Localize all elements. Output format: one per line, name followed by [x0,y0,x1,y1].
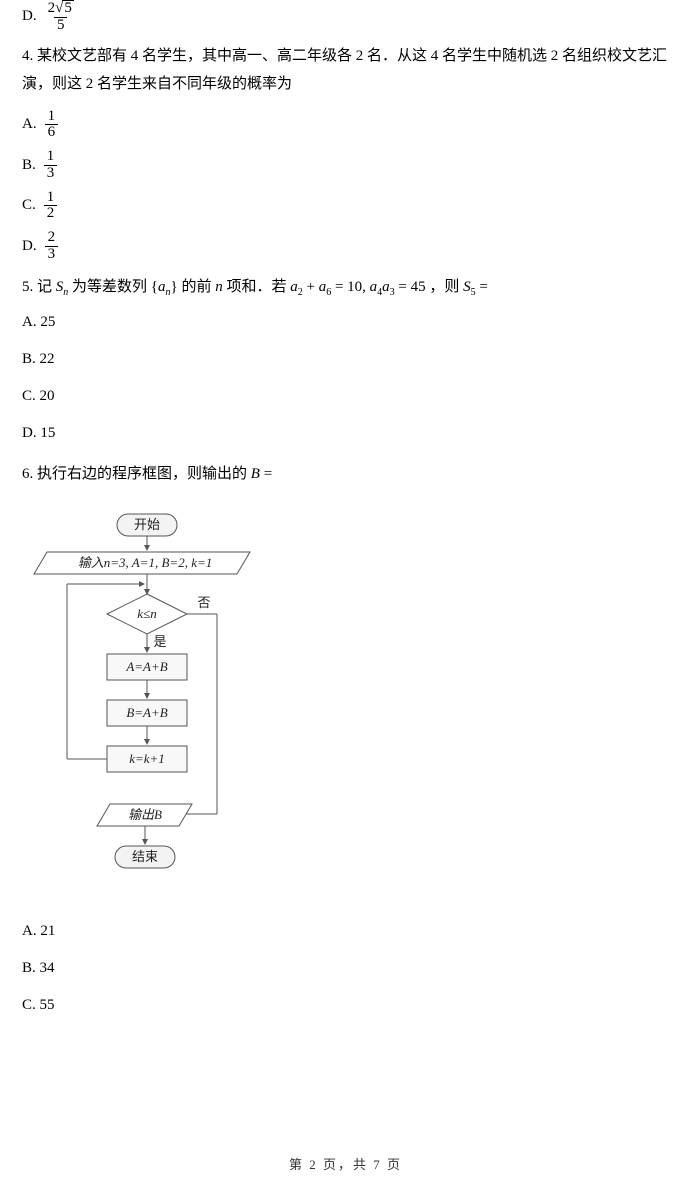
q5-text: 5. 记 Sn 为等差数列 {an} 的前 n 项和．若 a2 + a6 = 1… [22,273,669,302]
numerator: 2 [45,230,59,246]
fc-output: 输出B [128,807,162,822]
numerator: 2√5 [45,0,77,17]
var-a3: a [382,279,390,295]
footer-cur: 2 [309,1157,318,1172]
var-s5: S [463,279,471,295]
q5-opt-a: A. 25 [22,312,669,333]
q5-opt-d: D. 15 [22,423,669,444]
footer-pre: 第 [289,1157,309,1172]
var-a3-sub: 3 [390,287,395,298]
fraction: 1 2 [44,190,58,223]
var-a2: a [290,279,298,295]
fc-cond: k≤n [137,606,156,621]
var-b: B [251,466,260,482]
numerator: 1 [45,109,59,125]
fraction: 1 6 [45,109,59,142]
q5-prefix: 5. 记 [22,279,56,295]
brace-r: } [170,279,177,295]
opt-label: C. [22,195,36,216]
var-a2-sub: 2 [298,287,303,298]
eq45: = 45 [398,279,425,295]
fc-input: 输入n=3, A=1, B=2, k=1 [78,555,213,570]
opt-label: A. [22,114,37,135]
q5-mid4: ，则 [429,279,463,295]
fc-step1: A=A+B [125,659,167,674]
q6-pre: 6. 执行右边的程序框图，则输出的 [22,466,251,482]
fraction: 2 3 [45,230,59,263]
numerator: 1 [44,149,58,165]
denominator: 6 [45,124,59,141]
fc-end: 结束 [132,849,158,864]
flowchart-diagram: 开始 输入n=3, A=1, B=2, k=1 k≤n 否 是 A=A+B B=… [32,512,262,902]
q4-opt-a: A. 1 6 [22,109,669,142]
fc-step2: B=A+B [126,705,167,720]
var-sn-sub: n [63,287,68,298]
q5-tail: = [479,279,487,295]
footer-mid: 页，共 [318,1157,374,1172]
eq10: = 10, [335,279,370,295]
var-s5-sub: 5 [471,287,476,298]
fraction: 1 3 [44,149,58,182]
page-footer: 第 2 页，共 7 页 [0,1154,691,1173]
brace-l: { [151,279,158,295]
q3-opt-d: D. 2√5 5 [22,0,669,34]
question-4: 4. 某校文艺部有 4 名学生，其中高一、高二年级各 2 名．从这 4 名学生中… [22,42,669,263]
q6-opt-a: A. 21 [22,921,669,942]
q6-opt-c: C. 55 [22,995,669,1016]
fc-yes: 是 [153,634,166,649]
numerator: 1 [44,190,58,206]
denominator: 3 [44,165,58,182]
q5-opt-c: C. 20 [22,386,669,407]
opt-label: B. [22,155,36,176]
q5-opt-b: B. 22 [22,349,669,370]
q6-opt-b: B. 34 [22,958,669,979]
denominator: 5 [54,17,68,34]
var-a6-sub: 6 [326,287,331,298]
question-5: 5. 记 Sn 为等差数列 {an} 的前 n 项和．若 a2 + a6 = 1… [22,273,669,444]
denominator: 2 [44,205,58,222]
question-6: 6. 执行右边的程序框图，则输出的 B = 开始 输入n=3, A=1, B=2… [22,460,669,1017]
q5-mid3: 项和．若 [226,279,290,295]
q6-text: 6. 执行右边的程序框图，则输出的 B = [22,460,669,489]
fc-no: 否 [197,595,210,610]
footer-post: 页 [382,1157,402,1172]
q4-opt-b: B. 1 3 [22,149,669,182]
opt-label: D. [22,236,37,257]
q6-post: = [264,466,272,482]
denominator: 3 [45,246,59,263]
var-n: n [215,279,223,295]
fc-step3: k=k+1 [129,751,165,766]
fc-start: 开始 [134,517,160,532]
plus: + [306,279,318,295]
fraction: 2√5 5 [45,0,77,34]
q4-opt-d: D. 2 3 [22,230,669,263]
q5-mid2: 的前 [181,279,215,295]
q4-opt-c: C. 1 2 [22,190,669,223]
footer-total: 7 [373,1157,382,1172]
q4-text: 4. 某校文艺部有 4 名学生，其中高一、高二年级各 2 名．从这 4 名学生中… [22,42,669,99]
opt-label: D. [22,6,37,27]
q5-mid1: 为等差数列 [72,279,151,295]
